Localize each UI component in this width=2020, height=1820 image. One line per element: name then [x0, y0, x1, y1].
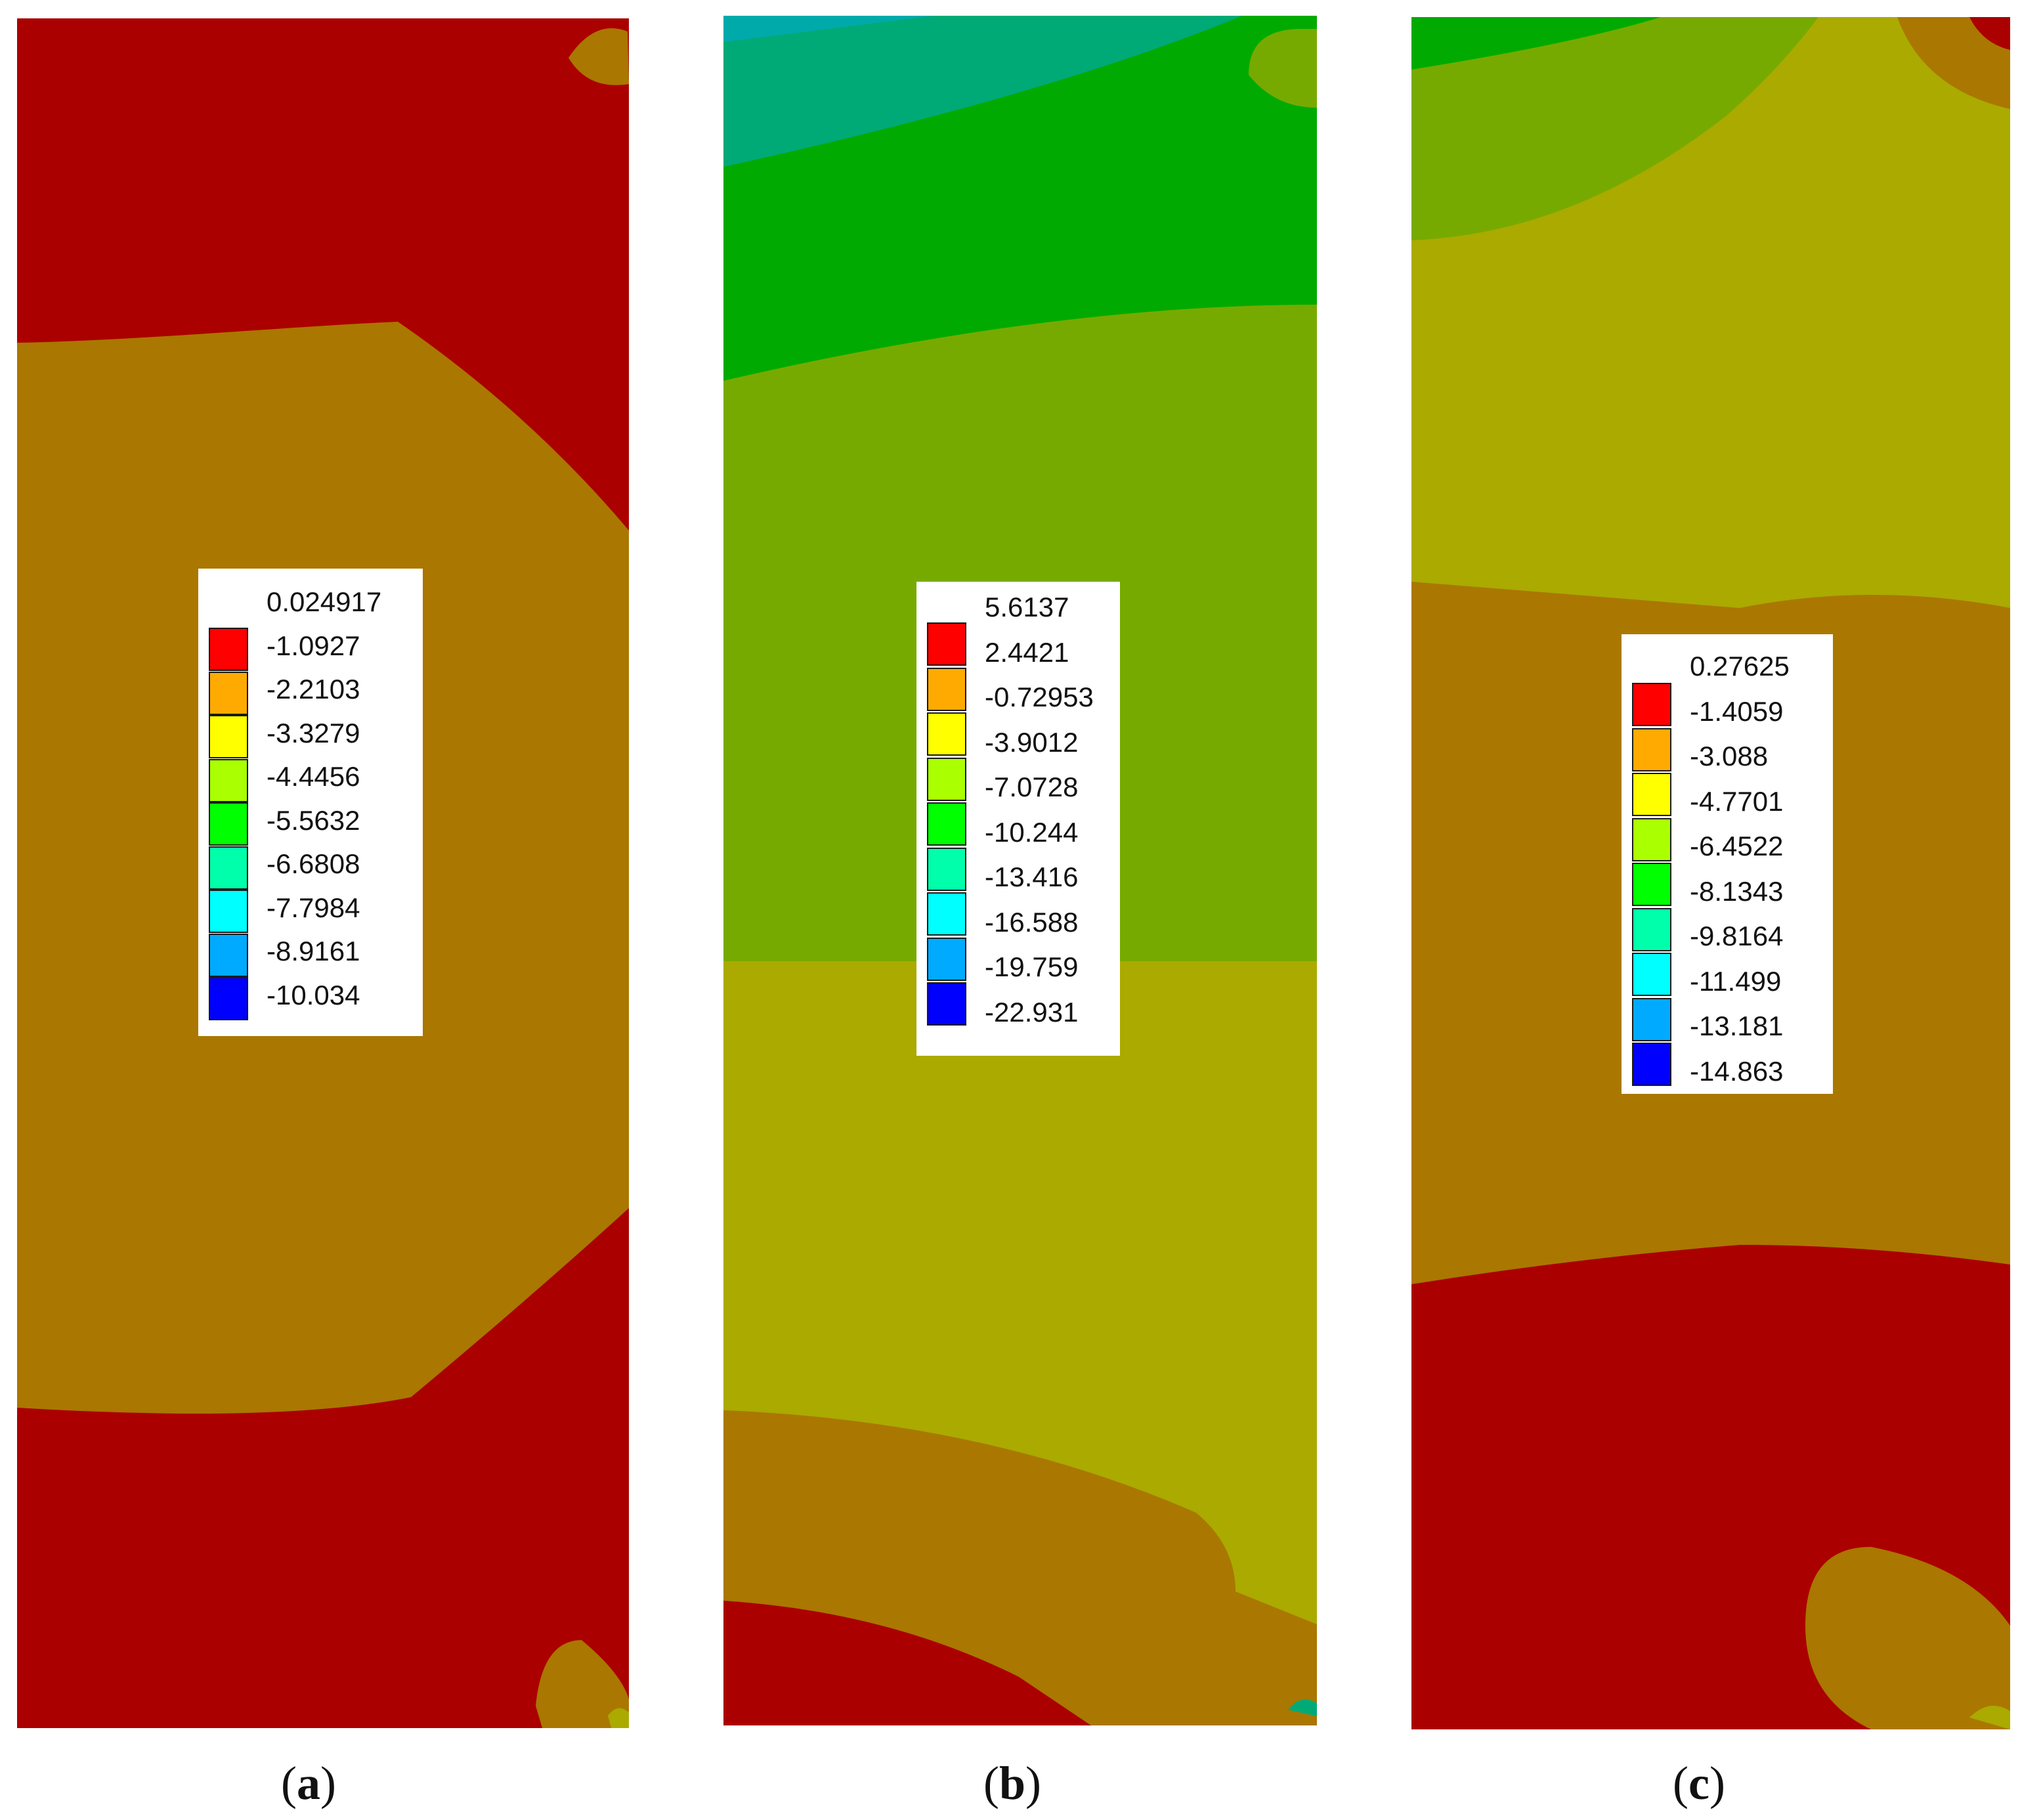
legend-swatch	[1632, 907, 1671, 951]
legend-swatch	[209, 977, 248, 1020]
legend-value: -7.0728	[985, 771, 1079, 802]
region-yellow-green-c	[1411, 17, 1818, 240]
legend-value: -0.72953	[985, 682, 1094, 712]
legend-value: -9.8164	[1690, 921, 1784, 951]
legend-swatch	[209, 846, 248, 890]
legend-value: -3.3279	[267, 717, 360, 748]
legend-swatch	[209, 628, 248, 671]
legend-value: -10.244	[985, 816, 1079, 848]
legend-value: -10.034	[267, 979, 360, 1010]
legend-swatch	[1632, 773, 1671, 816]
region-teal-green-b	[723, 16, 1242, 167]
contour-plot-a: 0.024917 -1.0927 -2.2103 -3.3279 -4.4456 -5.5…	[17, 18, 629, 1728]
legend-swatch	[209, 758, 248, 802]
legend-value: -3.088	[1690, 741, 1769, 771]
corner-blob-top-c	[1897, 17, 2010, 109]
contour-plot-b: 5.6137 2.4421 -0.72953 -3.9012 -7.0728 -10.24…	[723, 16, 1317, 1725]
legend-value: -6.4522	[1690, 831, 1784, 861]
legend-value: -8.9161	[267, 936, 360, 966]
legend-value: -4.4456	[267, 761, 360, 792]
corner-spot-bottom-b	[1288, 1699, 1317, 1716]
legend-swatch	[209, 890, 248, 933]
contour-field-b	[723, 16, 1317, 1725]
legend-value: 2.4421	[985, 636, 1069, 668]
region-yellow-green-b-edge	[723, 926, 1317, 961]
legend-swatch	[209, 802, 248, 846]
legend-swatch	[1632, 863, 1671, 906]
legend-c: 0.27625 -1.4059 -3.088 -4.7701 -6.4522 -8.134…	[1622, 634, 1833, 1094]
legend-value: -13.181	[1690, 1010, 1784, 1041]
legend-value: 0.024917	[267, 586, 382, 617]
caption-label-c: c	[1688, 1757, 1709, 1809]
caption-c: (c)	[1673, 1757, 1725, 1809]
legend-value: -13.416	[985, 861, 1079, 892]
legend-value: -3.9012	[985, 726, 1079, 758]
legend-swatch	[927, 667, 966, 711]
corner-blob-top-a	[569, 28, 629, 85]
corner-top-right-red-c	[1969, 17, 2010, 50]
contour-plot-c: 0.27625 -1.4059 -3.088 -4.7701 -6.4522 -8.134…	[1411, 17, 2010, 1729]
legend-swatch	[209, 671, 248, 715]
legend-value: 0.27625	[1690, 651, 1790, 682]
legend-value: -7.7984	[267, 892, 360, 923]
legend-value: -19.759	[985, 951, 1079, 982]
legend-value: -1.4059	[1690, 695, 1784, 727]
legend-b: 5.6137 2.4421 -0.72953 -3.9012 -7.0728 -10.24…	[916, 582, 1120, 1056]
corner-spot-bottom-c	[1969, 1706, 2010, 1729]
legend-value: -14.863	[1690, 1055, 1784, 1087]
legend-value: -11.499	[1690, 965, 1782, 997]
legend-swatch	[209, 715, 248, 758]
legend-swatch	[927, 847, 966, 891]
caption-label-b: b	[999, 1757, 1026, 1809]
region-green-c	[1411, 17, 1661, 70]
region-orange-bottom-c	[1805, 1547, 2010, 1729]
corner-spot-bottom-a	[608, 1708, 629, 1728]
corner-blob-bottom-a	[536, 1640, 629, 1728]
legend-swatch	[927, 712, 966, 756]
legend-swatch	[1632, 727, 1671, 771]
legend-swatch	[927, 982, 966, 1026]
legend-swatch	[1632, 997, 1671, 1041]
legend-swatch	[1632, 683, 1671, 726]
legend-value: -8.1343	[1690, 875, 1784, 907]
legend-swatch	[1632, 953, 1671, 996]
legend-swatch	[927, 757, 966, 801]
legend-a: 0.024917 -1.0927 -2.2103 -3.3279 -4.4456 -5.5…	[198, 569, 423, 1036]
legend-swatch	[927, 892, 966, 936]
legend-value: -1.0927	[267, 630, 360, 661]
legend-value: -5.5632	[267, 804, 360, 836]
caption-a: (a)	[281, 1757, 336, 1809]
caption-label-a: a	[296, 1757, 320, 1809]
legend-swatch	[209, 933, 248, 977]
legend-swatch	[1632, 1043, 1671, 1086]
legend-value: -2.2103	[267, 674, 360, 704]
caption-b: (b)	[983, 1757, 1042, 1809]
region-red-b	[723, 1601, 1091, 1725]
legend-value: 5.6137	[985, 592, 1069, 622]
legend-swatch	[1632, 817, 1671, 861]
legend-value: -6.6808	[267, 848, 360, 879]
legend-swatch	[927, 802, 966, 846]
legend-swatch	[927, 622, 966, 666]
legend-value: -16.588	[985, 906, 1079, 938]
corner-blob-top-b	[1249, 29, 1317, 108]
legend-swatch	[927, 937, 966, 981]
region-teal-b	[723, 16, 934, 42]
legend-value: -4.7701	[1690, 785, 1784, 817]
legend-value: -22.931	[985, 996, 1079, 1028]
